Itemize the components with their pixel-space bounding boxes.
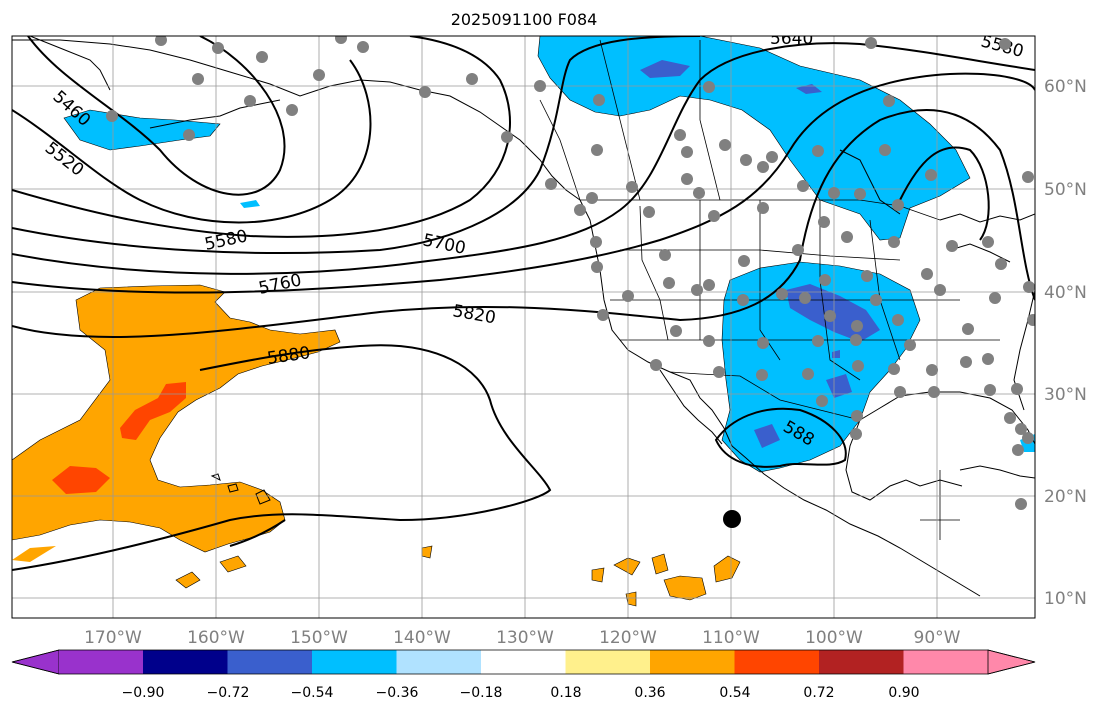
contour-label: 5760 <box>257 270 303 299</box>
graticule <box>12 36 1035 618</box>
colorbar-segment <box>143 650 228 674</box>
colorbar-tick-label: −0.18 <box>460 685 503 701</box>
longitude-label: 160°W <box>187 628 245 648</box>
longitude-label: 170°W <box>84 628 142 648</box>
colorbar-tick-labels: −0.90 −0.72 −0.54 −0.36 −0.18 0.18 0.36 … <box>122 685 920 701</box>
latitude-label: 40°N <box>1044 283 1087 303</box>
colorbar-segment <box>481 650 566 674</box>
map-frame <box>11 35 1036 619</box>
colorbar-tick-label: 0.36 <box>634 685 665 701</box>
positive-anomaly-region <box>12 284 741 607</box>
longitude-label: 140°W <box>393 628 451 648</box>
colorbar-tick-label: 0.18 <box>550 685 581 701</box>
colorbar-segment <box>903 650 988 674</box>
coastlines <box>12 36 1035 597</box>
storm-center-marker <box>723 510 741 528</box>
contour-label: 5580 <box>203 226 249 255</box>
latitude-label: 50°N <box>1044 180 1087 200</box>
longitude-label: 90°W <box>914 628 961 648</box>
longitude-label: 110°W <box>702 628 760 648</box>
colorbar-segment <box>312 650 397 674</box>
contour-label: 5700 <box>421 230 467 259</box>
colorbar-tick-label: −0.54 <box>291 685 334 701</box>
colorbar-extend-min <box>11 649 60 675</box>
latitude-labels: 60°N 50°N 40°N 30°N 20°N 10°N <box>1044 77 1087 609</box>
longitude-label: 130°W <box>496 628 554 648</box>
latitude-label: 10°N <box>1044 589 1087 609</box>
colorbar-tick-label: 0.72 <box>803 685 834 701</box>
colorbar-tick-label: −0.36 <box>376 685 419 701</box>
map-title: 2025091100 F084 <box>450 10 598 29</box>
colorbar-segment <box>819 650 904 674</box>
latitude-label: 60°N <box>1044 77 1087 97</box>
colorbar-segment <box>565 650 650 674</box>
colorbar-segment <box>650 650 735 674</box>
colorbar-tick-label: 0.54 <box>719 685 750 701</box>
colorbar-segment <box>734 650 819 674</box>
contour-label: 5640 <box>770 29 813 49</box>
colorbar-tick-label: 0.90 <box>888 685 919 701</box>
latitude-label: 20°N <box>1044 487 1087 507</box>
contour-label: 5820 <box>451 301 497 328</box>
colorbar-tick-label: −0.72 <box>207 685 250 701</box>
height-contours <box>12 36 1035 571</box>
colorbar-segment <box>59 650 143 674</box>
station-dots <box>106 36 1035 510</box>
longitude-labels: 170°W 160°W 150°W 140°W 130°W 120°W 110°… <box>84 628 961 648</box>
longitude-label: 100°W <box>805 628 863 648</box>
colorbar-tick-label: −0.90 <box>122 685 165 701</box>
colorbar <box>11 649 1036 675</box>
colorbar-outline <box>11 649 1036 675</box>
contour-label: 5520 <box>41 138 87 180</box>
colorbar-segment <box>396 650 481 674</box>
colorbar-segment <box>227 650 312 674</box>
latitude-label: 30°N <box>1044 385 1087 405</box>
longitude-label: 120°W <box>599 628 657 648</box>
longitude-label: 150°W <box>290 628 348 648</box>
colorbar-extend-max <box>987 649 1036 675</box>
